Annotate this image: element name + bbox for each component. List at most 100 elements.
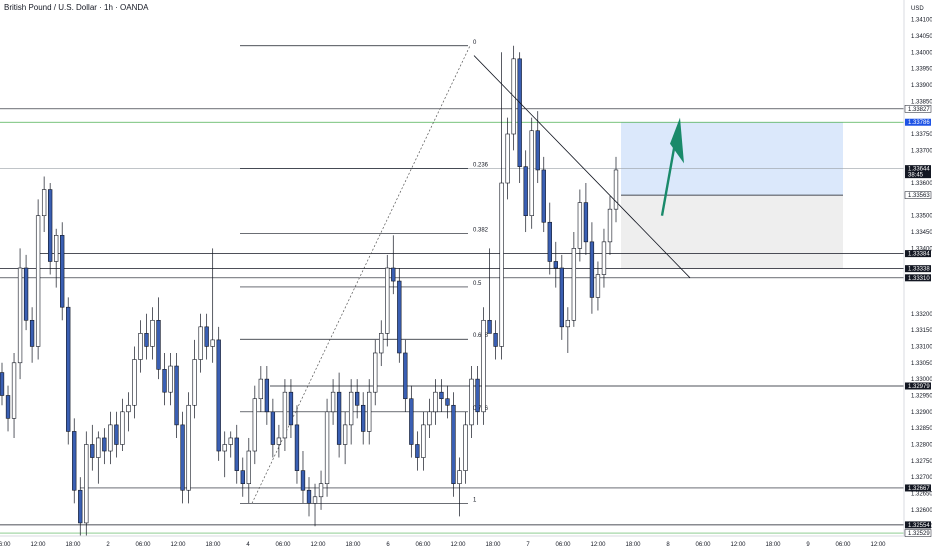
candle-body bbox=[397, 280, 402, 354]
price-tick-label: 1.32650 bbox=[911, 492, 932, 498]
time-tick-label: 12:00 bbox=[450, 542, 466, 548]
candle-body bbox=[535, 130, 540, 171]
candle-body bbox=[607, 208, 613, 243]
price-tick-label: 1.34100 bbox=[911, 18, 932, 24]
candle-body bbox=[415, 444, 420, 458]
candle-body bbox=[41, 189, 47, 217]
time-tick-label: 2 bbox=[106, 542, 110, 548]
candle-body bbox=[403, 352, 408, 400]
candle-body bbox=[300, 470, 306, 491]
candle-body bbox=[282, 391, 288, 439]
candle-body bbox=[240, 470, 245, 485]
currency-label: USD bbox=[911, 6, 924, 12]
time-tick-label: 6 bbox=[386, 542, 390, 548]
candle-body bbox=[288, 391, 294, 426]
candle-body bbox=[589, 241, 595, 298]
candle-body bbox=[47, 189, 53, 262]
time-tick-label: 06:00 bbox=[695, 542, 711, 548]
price-tick-label: 1.33850 bbox=[911, 99, 932, 105]
time-tick-label: 8 bbox=[666, 542, 670, 548]
candle-body bbox=[276, 437, 282, 445]
candle-body bbox=[180, 424, 185, 491]
price-tag-label: 1.33786 bbox=[908, 120, 930, 126]
fib-level-label: 0.382 bbox=[473, 228, 489, 234]
trend-line bbox=[473, 55, 691, 279]
time-tick-label: 18:00 bbox=[345, 542, 361, 548]
candle-body bbox=[120, 411, 125, 445]
price-tag bbox=[904, 191, 932, 199]
target-arrow-shaft bbox=[660, 137, 678, 216]
candle-body bbox=[330, 391, 336, 413]
candles bbox=[0, 45, 619, 536]
candle-body bbox=[475, 378, 480, 413]
trend-drawings bbox=[473, 55, 691, 279]
candle-body bbox=[0, 372, 5, 396]
candle-body bbox=[228, 437, 233, 445]
candle-body bbox=[17, 267, 23, 364]
candle-body bbox=[126, 404, 131, 413]
candle-body bbox=[517, 58, 522, 167]
candle-body bbox=[318, 483, 324, 498]
fib-level-label: 0.786 bbox=[473, 406, 489, 412]
price-tag-label: 1.33310 bbox=[908, 276, 930, 282]
candle-body bbox=[108, 424, 113, 452]
candle-body bbox=[529, 130, 534, 217]
candle-body bbox=[547, 221, 552, 262]
candle-body bbox=[487, 319, 492, 334]
candle-body bbox=[409, 398, 414, 445]
price-tag-label: 1.32979 bbox=[908, 384, 930, 390]
candle-body bbox=[391, 267, 396, 282]
price-tag bbox=[905, 118, 931, 126]
candle-body bbox=[210, 339, 215, 347]
price-tick-label: 1.33950 bbox=[911, 67, 932, 73]
candle-body bbox=[571, 248, 577, 321]
time-tick-label: 18:00 bbox=[205, 542, 221, 548]
candle-body bbox=[72, 431, 77, 491]
candle-body bbox=[481, 319, 486, 413]
time-tick-label: 18:00 bbox=[65, 542, 81, 548]
price-tag-label: 1.32529 bbox=[908, 531, 930, 537]
candle-body bbox=[23, 267, 29, 321]
price-tag-label: 1.33827 bbox=[908, 107, 930, 113]
price-tick-label: 1.32700 bbox=[911, 475, 932, 481]
price-tag-label: 1.33563 bbox=[908, 193, 930, 199]
price-tag bbox=[905, 165, 931, 179]
candle-body bbox=[499, 182, 504, 347]
price-tag bbox=[905, 484, 931, 492]
candle-body bbox=[583, 202, 589, 243]
candle-body bbox=[114, 424, 119, 445]
time-tick-label: 06:00 bbox=[0, 542, 11, 548]
time-tick-label: 18:00 bbox=[765, 542, 781, 548]
candle-body bbox=[264, 378, 270, 413]
candle-body bbox=[421, 424, 426, 458]
candle-body bbox=[168, 365, 173, 393]
price-tick-label: 1.33500 bbox=[911, 214, 932, 220]
candle-body bbox=[156, 319, 161, 370]
candle-body bbox=[457, 470, 462, 485]
candle-body bbox=[439, 391, 444, 400]
candle-body bbox=[294, 424, 300, 471]
candle-body bbox=[361, 404, 366, 432]
price-tick-label: 1.33050 bbox=[911, 361, 932, 367]
candle-body bbox=[324, 411, 330, 485]
time-tick-label: 12:00 bbox=[310, 542, 326, 548]
candle-body bbox=[559, 267, 564, 328]
candle-body bbox=[312, 496, 318, 504]
candle-body bbox=[493, 333, 498, 347]
countdown-label: 38:45 bbox=[908, 173, 924, 179]
candle-body bbox=[451, 404, 456, 485]
time-tick-label: 12:00 bbox=[730, 542, 746, 548]
fib-level-label: 0.5 bbox=[473, 281, 482, 287]
time-tick-label: 9 bbox=[806, 542, 810, 548]
candle-body bbox=[102, 437, 107, 452]
candle-body bbox=[222, 444, 227, 452]
candle-body bbox=[367, 391, 372, 432]
candle-body bbox=[11, 362, 17, 419]
fib-level-label: 0.236 bbox=[473, 162, 489, 168]
time-tick-label: 4 bbox=[246, 542, 250, 548]
price-tick-label: 1.33700 bbox=[911, 148, 932, 154]
candle-body bbox=[54, 235, 59, 262]
